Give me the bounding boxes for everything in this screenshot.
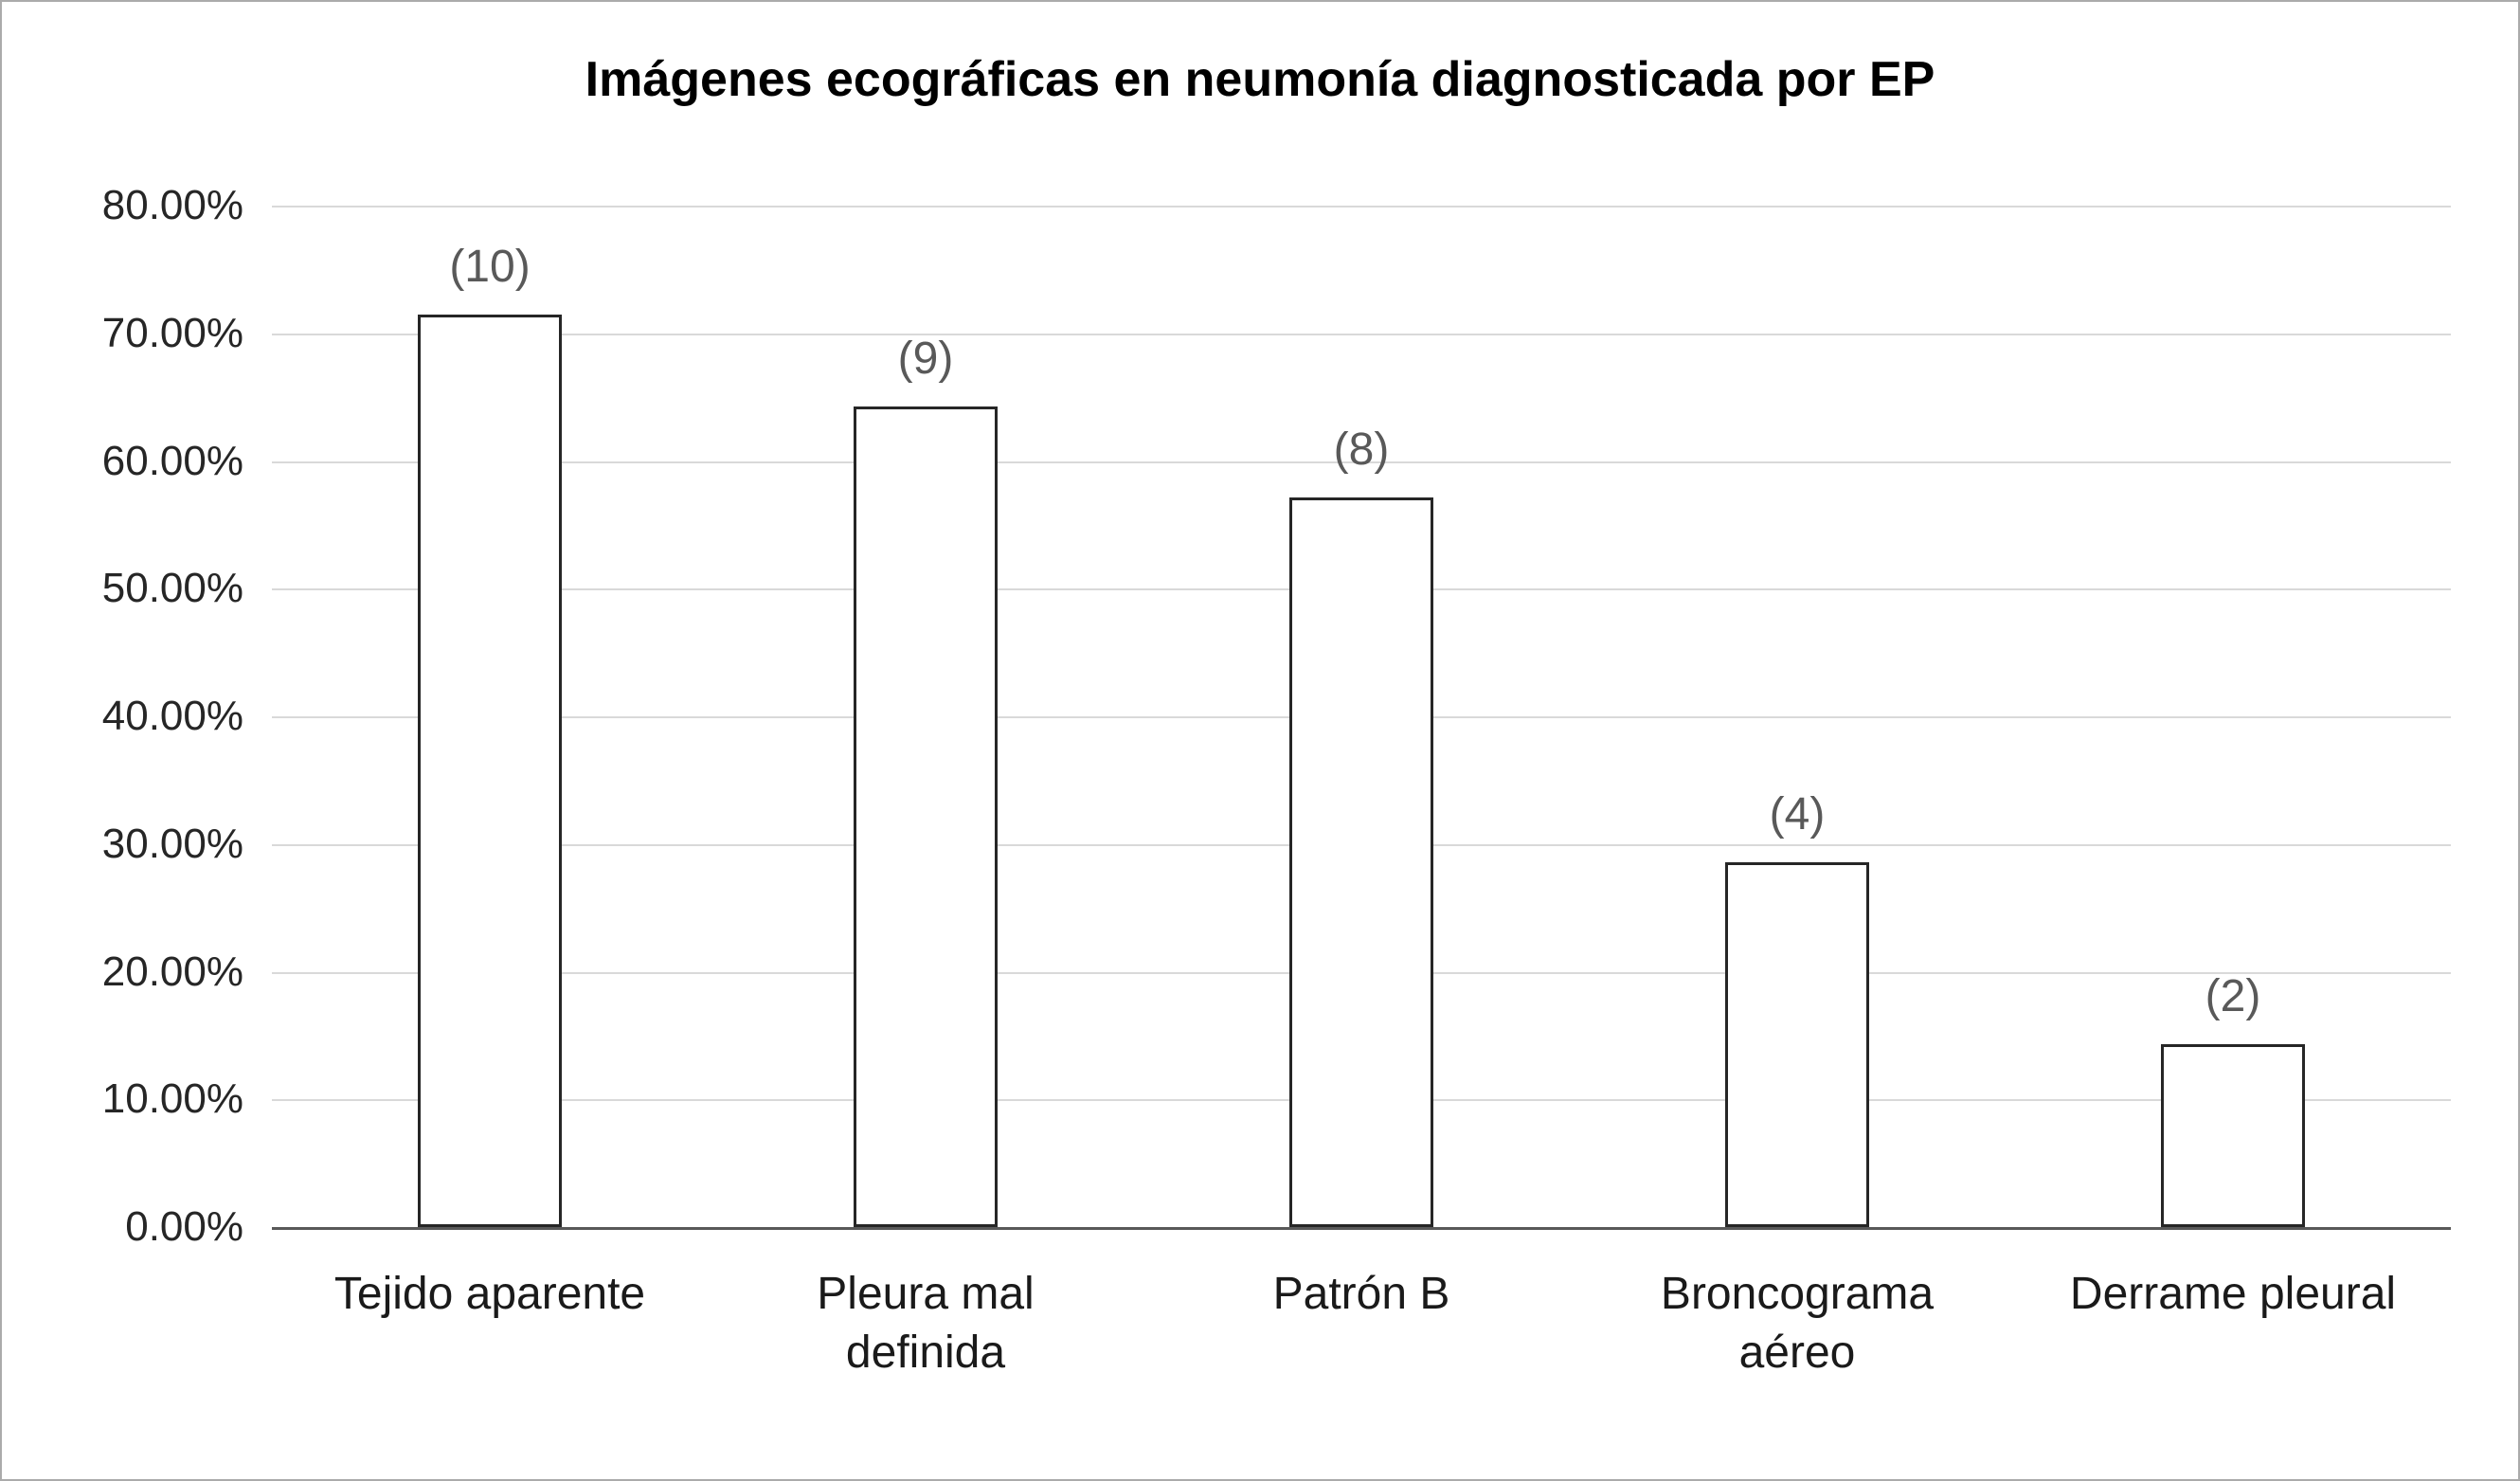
x-category-label: Derrame pleural [2069,1269,2397,1319]
y-tick-label: 20.00% [101,948,243,995]
bar-4 [1725,862,1869,1227]
y-tick-label: 60.00% [101,437,243,484]
bar-data-label: (9) [897,333,954,384]
y-tick-label: 30.00% [101,820,243,867]
bar-data-label: (4) [1769,789,1826,840]
y-tick-label: 10.00% [101,1075,243,1123]
bar-1 [418,315,562,1227]
bar-5 [2161,1044,2305,1227]
y-tick-label: 50.00% [101,565,243,612]
y-tick-label: 80.00% [101,182,243,228]
plot-area: (10) (9) (8) (4) (2) [272,206,2451,1230]
x-category-label: Broncograma aéreo [1660,1269,1935,1378]
chart-title: Imágenes ecográficas en neumonía diagnos… [585,52,1935,107]
bar-3 [1289,497,1433,1227]
y-tick-label: 70.00% [101,309,243,356]
gridline [272,206,2451,208]
gridline [272,333,2451,335]
bar-data-label: (2) [2205,971,2261,1022]
bar-data-label: (8) [1333,424,1390,476]
x-category-label: Patrón B [1272,1269,1450,1319]
bar-data-label: (10) [449,242,531,293]
x-category-label: Pleura mal definida [817,1269,1035,1378]
x-category-label: Tejido aparente [333,1269,646,1319]
y-tick-label: 40.00% [101,693,243,739]
bar-2 [854,406,998,1227]
y-tick-label: 0.00% [125,1203,243,1250]
gridline [272,461,2451,463]
